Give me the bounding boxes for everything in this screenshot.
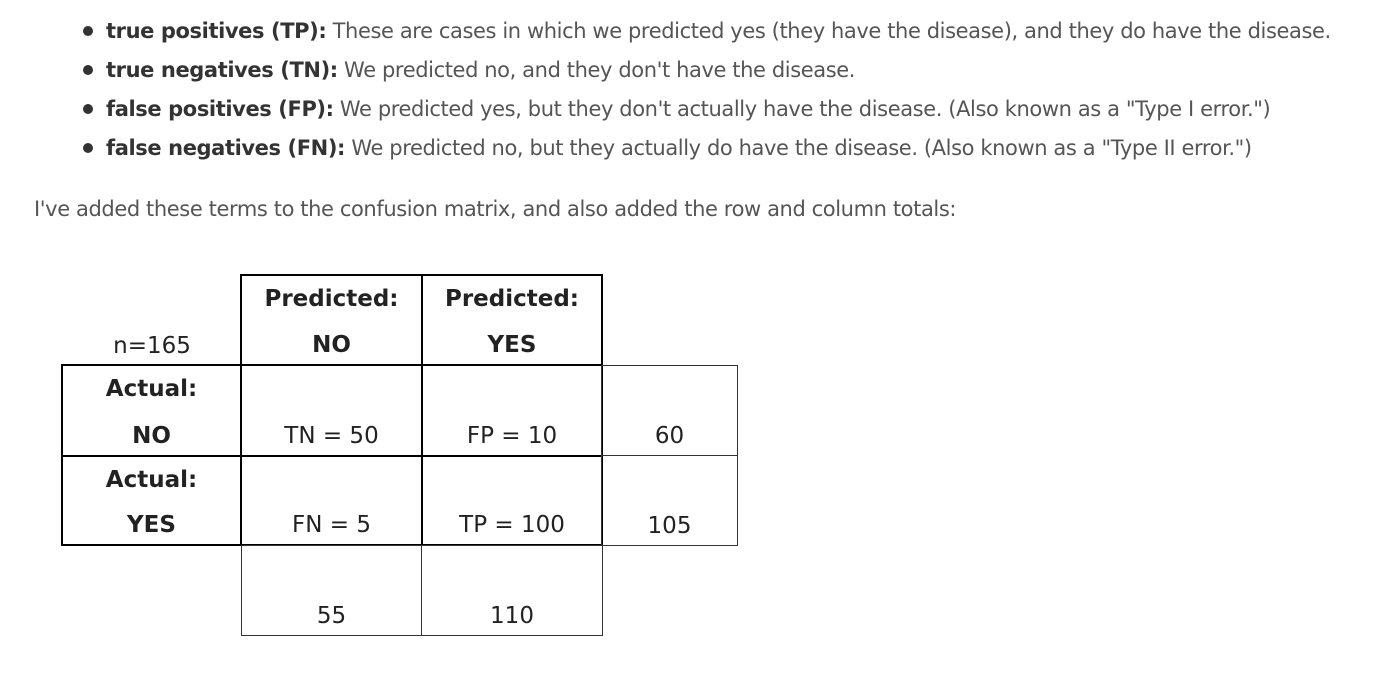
row-total-value: 60 [654, 423, 685, 449]
list-item-fp: false positives (FP): We predicted yes, … [80, 92, 1331, 131]
cell-tp: TP = 100 [421, 455, 603, 546]
cell-value: FP = 10 [466, 423, 558, 449]
col-total-no: 55 [241, 545, 422, 636]
col-header-line1: Predicted: [264, 286, 399, 312]
cell-value: TN = 50 [284, 423, 379, 449]
term-description: These are cases in which we predicted ye… [326, 19, 1332, 43]
cell-fn: FN = 5 [240, 455, 423, 546]
col-header-yes: Predicted: YES [421, 274, 603, 366]
row-header-line1: Actual: [105, 467, 198, 493]
term-description: We predicted no, but they actually do ha… [345, 136, 1252, 160]
col-header-no: Predicted: NO [240, 274, 423, 366]
cell-value: TP = 100 [459, 512, 565, 538]
intro-paragraph: I've added these terms to the confusion … [34, 197, 957, 221]
row-header-line2: NO [132, 423, 171, 449]
term-label: true negatives (TN): [106, 58, 338, 82]
row-total-value: 105 [647, 513, 692, 539]
row-header-line2: YES [127, 512, 176, 538]
row-header-yes: Actual: YES [61, 455, 242, 546]
list-item-tn: true negatives (TN): We predicted no, an… [80, 53, 1331, 92]
list-item-tp: true positives (TP): These are cases in … [80, 14, 1331, 53]
col-header-line1: Predicted: [444, 286, 580, 312]
col-total-yes: 110 [421, 545, 603, 636]
col-header-line2: YES [487, 332, 537, 358]
definition-list: true positives (TP): These are cases in … [80, 14, 1331, 170]
term-label: true positives (TP): [106, 19, 327, 43]
cell-value: FN = 5 [292, 512, 371, 538]
row-total-no: 60 [601, 365, 738, 456]
n-label: n=165 [113, 333, 191, 359]
row-header-line1: Actual: [105, 376, 198, 402]
row-total-yes: 105 [601, 455, 738, 546]
col-header-line2: NO [312, 332, 351, 358]
col-total-value: 110 [490, 603, 534, 629]
cell-fp: FP = 10 [421, 364, 603, 457]
row-header-no: Actual: NO [61, 364, 242, 457]
col-total-value: 55 [316, 603, 347, 629]
term-description: We predicted yes, but they don't actuall… [333, 97, 1271, 121]
n-label-cell: n=165 [62, 275, 242, 365]
term-description: We predicted no, and they don't have the… [337, 58, 856, 82]
list-item-fn: false negatives (FN): We predicted no, b… [80, 131, 1331, 170]
term-label: false negatives (FN): [106, 136, 346, 160]
term-label: false positives (FP): [106, 97, 334, 121]
cell-tn: TN = 50 [240, 364, 423, 457]
